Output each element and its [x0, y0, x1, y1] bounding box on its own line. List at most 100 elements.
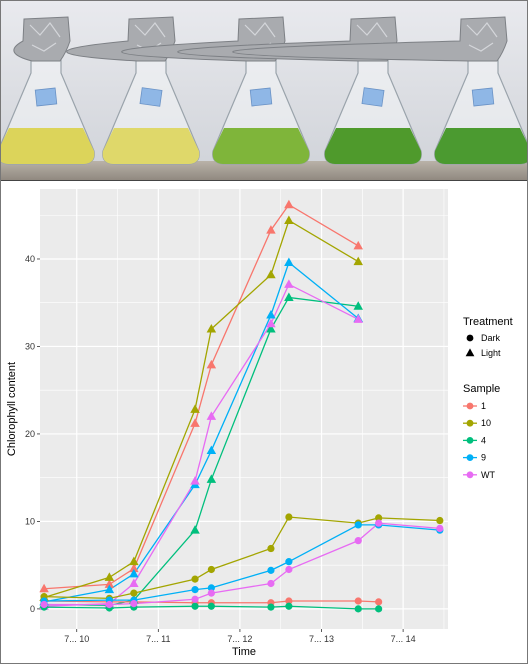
flask-5: [232, 16, 527, 165]
point-1-light: [266, 225, 276, 234]
legend-dark-key: [466, 334, 474, 342]
point-4-light: [266, 323, 276, 333]
point-10-dark: [285, 513, 293, 521]
flask-label-2: [139, 87, 163, 107]
point-9-light: [129, 568, 139, 578]
point-1-dark: [354, 597, 362, 605]
point-9-light: [104, 584, 115, 594]
point-10-light: [190, 404, 200, 413]
point-WT-dark: [40, 600, 48, 609]
legend-sample-key: [466, 419, 474, 427]
x-tick-label: 7... 10: [64, 634, 89, 644]
point-10-light: [353, 256, 363, 266]
point-9-light: [284, 257, 294, 266]
point-9-dark: [267, 566, 275, 574]
point-10-light: [266, 269, 276, 279]
point-9-light: [206, 445, 217, 455]
foil-cap-5: [232, 16, 508, 62]
flask-liquid-5: [434, 128, 527, 164]
legend-sample-title: Sample: [463, 383, 500, 395]
point-4-dark: [267, 603, 275, 611]
point-4-dark: [207, 602, 215, 610]
foil-cap-1: [13, 16, 71, 62]
x-tick-label: 7... 13: [309, 634, 334, 644]
flask-liquid-4: [324, 128, 422, 164]
point-1-light: [190, 418, 200, 427]
y-axis-title: Chlorophyll content: [6, 362, 18, 456]
point-WT-dark: [267, 579, 275, 588]
point-10-dark: [375, 514, 383, 522]
x-axis-title: Time: [232, 646, 256, 658]
point-4-dark: [354, 605, 362, 613]
point-9-light: [266, 309, 276, 319]
point-WT-light: [284, 279, 294, 288]
point-1-light: [104, 579, 115, 588]
legend-sample-key: [466, 471, 474, 479]
point-10-dark: [191, 575, 199, 583]
flask-photo: [1, 1, 527, 181]
point-1-light: [129, 563, 139, 573]
point-4-light: [353, 301, 363, 310]
flask-liquid-2: [102, 128, 200, 164]
legend-sample-label: WT: [481, 470, 495, 480]
point-WT-dark: [207, 589, 215, 597]
flask-label-1: [34, 87, 58, 107]
flask-liquid-3: [212, 128, 310, 164]
legend-treatment-title: Treatment: [463, 316, 513, 328]
y-axis-ticks: 0 10 20 30 40: [25, 254, 40, 614]
foil-highlight-5: [466, 22, 498, 52]
point-WT-light: [190, 476, 200, 485]
series-line-WT-dark: [44, 522, 440, 606]
point-10-dark: [207, 565, 215, 574]
point-9-dark: [191, 586, 199, 594]
legend-sample-key: [466, 454, 474, 461]
point-1-light: [284, 199, 294, 209]
y-tick-label: 40: [25, 254, 35, 264]
point-9-dark: [354, 521, 362, 529]
point-WT-dark: [375, 519, 383, 527]
series-line-1-light: [44, 203, 359, 590]
flask-label-5: [471, 87, 495, 107]
legend-sample-label: 4: [481, 435, 486, 445]
point-9-dark: [207, 584, 215, 592]
point-WT-light: [266, 318, 276, 328]
legend-treatment-items: Dark Light: [465, 333, 501, 358]
point-WT-dark: [354, 537, 362, 545]
point-10-light: [206, 323, 217, 333]
point-10-dark: [267, 544, 275, 553]
point-WT-light: [206, 411, 217, 420]
legend-sample-key: [466, 437, 474, 444]
x-tick-label: 7... 14: [391, 634, 416, 644]
point-1-light: [39, 583, 49, 593]
y-tick-label: 30: [25, 341, 35, 351]
point-4-light: [190, 525, 200, 534]
legend-light-key: [465, 348, 475, 357]
point-4-light: [284, 292, 294, 301]
point-10-dark: [436, 516, 444, 525]
point-1-dark: [375, 598, 383, 606]
legend-sample-label: 1: [481, 401, 486, 411]
point-WT-dark: [191, 595, 199, 603]
y-tick-label: 20: [25, 429, 35, 439]
legend-sample-items: 1 10 4 9 WT: [463, 401, 495, 480]
y-tick-label: 10: [25, 516, 35, 526]
point-9-dark: [285, 558, 293, 566]
legend-sample-label: 10: [481, 418, 491, 428]
point-WT-dark: [436, 524, 444, 533]
point-10-dark: [130, 589, 138, 597]
point-1-light: [206, 359, 217, 369]
x-tick-label: 7... 11: [146, 634, 170, 644]
foil-highlight-1: [29, 22, 61, 52]
point-4-light: [206, 474, 217, 483]
point-10-light: [104, 572, 115, 581]
flask-label-3: [249, 87, 273, 107]
y-tick-label: 0: [30, 604, 35, 614]
data-points: [39, 199, 444, 613]
x-tick-label: 7... 12: [227, 634, 252, 644]
point-10-light: [284, 215, 294, 224]
series-line-9-dark: [44, 524, 440, 602]
point-WT-light: [129, 578, 139, 588]
x-axis-ticks: 7... 10 7... 11 7... 12 7... 13 7... 14: [64, 629, 416, 644]
point-10-light: [129, 556, 139, 566]
